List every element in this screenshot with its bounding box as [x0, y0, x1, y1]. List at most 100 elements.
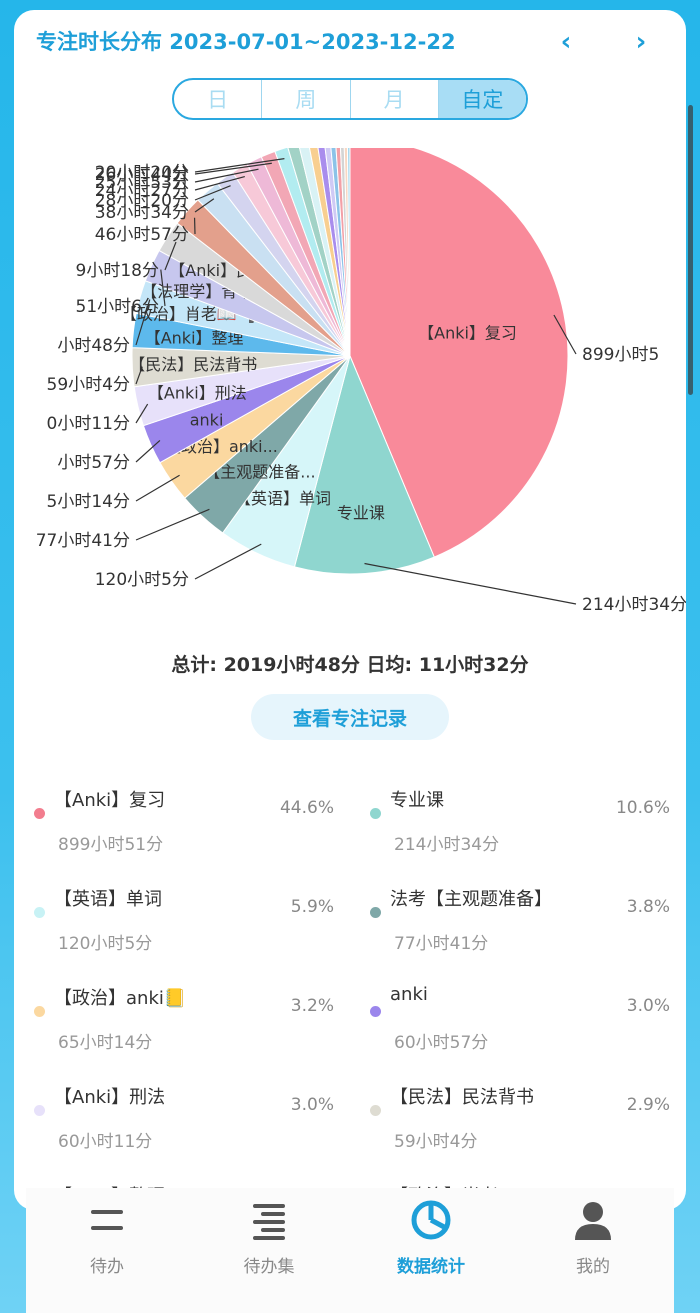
pie-leader-line [194, 185, 231, 201]
pie-value-label: 20小时20分 [95, 163, 189, 183]
pie-slice[interactable] [299, 148, 351, 357]
tab-statistics[interactable]: 数据统计 [350, 1188, 512, 1313]
tab-day[interactable]: 日 [174, 80, 263, 118]
legend-item[interactable]: 法考【主观题准备】 77小时41分 3.8% [370, 885, 670, 955]
pie-value-label: 9小时18分 [76, 261, 159, 281]
header: 专注时长分布 2023-07-01~2023-12-22 ‹ › [36, 28, 666, 68]
pie-value-label: 5小时14分 [47, 492, 130, 512]
legend-duration: 65小时14分 [58, 1033, 153, 1053]
pie-value-label: 120小时5分 [95, 570, 189, 590]
legend-item[interactable]: 【政治】anki📒 65小时14分 3.2% [34, 984, 334, 1054]
tab-todo-collection-label: 待办集 [243, 1257, 295, 1277]
legend-duration: 60小时57分 [394, 1033, 489, 1053]
legend-percent: 3.8% [626, 897, 670, 917]
pie-slice-label: 专业课 [337, 504, 385, 523]
pie-leader-line [135, 508, 210, 541]
pie-leader-line [164, 241, 177, 271]
pie-leader-line [135, 299, 151, 346]
period-selector: 日 周 月 自定 [172, 78, 528, 120]
pie-slice[interactable] [317, 148, 351, 357]
pie-value-label: 25小时53分 [95, 173, 189, 193]
pie-value-label: 28小时20分 [95, 191, 189, 211]
pie-value-label: 77小时41分 [36, 531, 130, 551]
pie-leader-line [194, 198, 215, 213]
pie-slice-label: 【Anki】刑法 [148, 383, 247, 402]
legend-name: 【政治】anki📒 [54, 988, 187, 1009]
legend-duration: 60小时11分 [58, 1132, 153, 1152]
legend-percent: 3.0% [626, 996, 670, 1016]
summary-total: 总计: 2019小时48分 日均: 11小时32分 [171, 654, 529, 676]
pie-slice[interactable] [346, 148, 351, 357]
pie-slice[interactable] [293, 354, 435, 575]
pie-value-label: 24小时27分 [95, 181, 189, 201]
legend-item[interactable]: 【Anki】复习 899小时51分 44.6% [34, 786, 334, 856]
tab-todo-label: 待办 [90, 1257, 124, 1277]
todo-collection-icon [253, 1204, 285, 1240]
tab-profile[interactable]: 我的 [512, 1188, 674, 1313]
pie-leader-line [135, 403, 149, 424]
pie-value-label: 214小时34分 [582, 595, 686, 615]
legend-color-dot [370, 1006, 381, 1017]
tab-statistics-label: 数据统计 [397, 1257, 465, 1277]
pie-leader-line [194, 162, 272, 175]
legend-name: anki [390, 984, 428, 1005]
legend-color-dot [370, 1105, 381, 1116]
view-records-button[interactable]: 查看专注记录 [251, 694, 449, 740]
pie-value-label: 0小时11分 [47, 414, 130, 434]
legend-name: 【英语】单词 [54, 889, 162, 910]
pie-slice[interactable] [274, 148, 351, 357]
pie-slice[interactable] [335, 148, 351, 357]
pie-leader-line [194, 543, 262, 580]
pie-value-label: 26小时44分 [95, 165, 189, 185]
chevron-left-icon[interactable]: ‹ [560, 27, 572, 57]
page-title: 专注时长分布 2023-07-01~2023-12-22 [36, 30, 456, 54]
legend-item[interactable]: 【英语】单词 120小时5分 5.9% [34, 885, 334, 955]
tab-week[interactable]: 周 [262, 80, 351, 118]
pie-value-label: 899小时5 [582, 345, 659, 365]
scrollbar[interactable] [688, 105, 693, 395]
legend-duration: 120小时5分 [58, 934, 153, 954]
pie-chart: 【Anki】复习899小时5专业课214小时34分【英语】单词120小时5分法考… [36, 148, 686, 615]
legend-color-dot [34, 808, 45, 819]
pie-leader-line [160, 269, 166, 307]
tab-month[interactable]: 月 [351, 80, 439, 118]
legend-item[interactable]: anki 60小时57分 3.0% [370, 984, 670, 1054]
pie-slice[interactable] [287, 148, 351, 357]
tab-custom[interactable]: 自定 [438, 80, 526, 118]
legend-color-dot [34, 1006, 45, 1017]
pie-leader-line [194, 168, 259, 183]
legend-item[interactable]: 【Anki】刑法 60小时11分 3.0% [34, 1083, 334, 1153]
pie-slice[interactable] [343, 148, 351, 357]
pie-leader-line [194, 158, 285, 173]
legend-percent: 3.0% [290, 1095, 334, 1115]
tab-todo-collection[interactable]: 待办集 [188, 1188, 350, 1313]
pie-leader-line [135, 474, 180, 502]
pie-value-label: 59小时4分 [47, 375, 130, 395]
legend-name: 【Anki】刑法 [54, 1087, 166, 1108]
legend-percent: 3.2% [290, 996, 334, 1016]
pie-slice[interactable] [339, 148, 351, 357]
pie-value-label: 小时57分 [57, 453, 130, 473]
tab-todo[interactable]: 待办 [26, 1188, 188, 1313]
legend-percent: 44.6% [279, 798, 334, 818]
pie-value-label: 小时48分 [57, 336, 130, 356]
legend-color-dot [370, 808, 381, 819]
legend-item[interactable]: 专业课 214小时34分 10.6% [370, 786, 670, 856]
pie-slice-label: 【民法】民法背书 [129, 355, 257, 374]
pie-slice-label: anki [190, 411, 224, 430]
pie-chart-icon [411, 1200, 451, 1240]
legend-item[interactable]: 【民法】民法背书 59小时4分 2.9% [370, 1083, 670, 1153]
tab-profile-label: 我的 [576, 1257, 610, 1277]
legend-name: 专业课 [390, 790, 444, 811]
legend-duration: 77小时41分 [394, 934, 489, 954]
chevron-right-icon[interactable]: › [635, 27, 647, 57]
legend-duration: 59小时4分 [394, 1132, 478, 1152]
legend-percent: 2.9% [626, 1095, 670, 1115]
legend-percent: 10.6% [615, 798, 670, 818]
pie-leader-line [364, 562, 577, 605]
legend-name: 【民法】民法背书 [390, 1087, 534, 1108]
pie-slice[interactable] [349, 148, 569, 558]
legend-color-dot [34, 1105, 45, 1116]
todo-list-icon [91, 1210, 123, 1230]
pie-value-label: 46小时57分 [95, 225, 189, 245]
